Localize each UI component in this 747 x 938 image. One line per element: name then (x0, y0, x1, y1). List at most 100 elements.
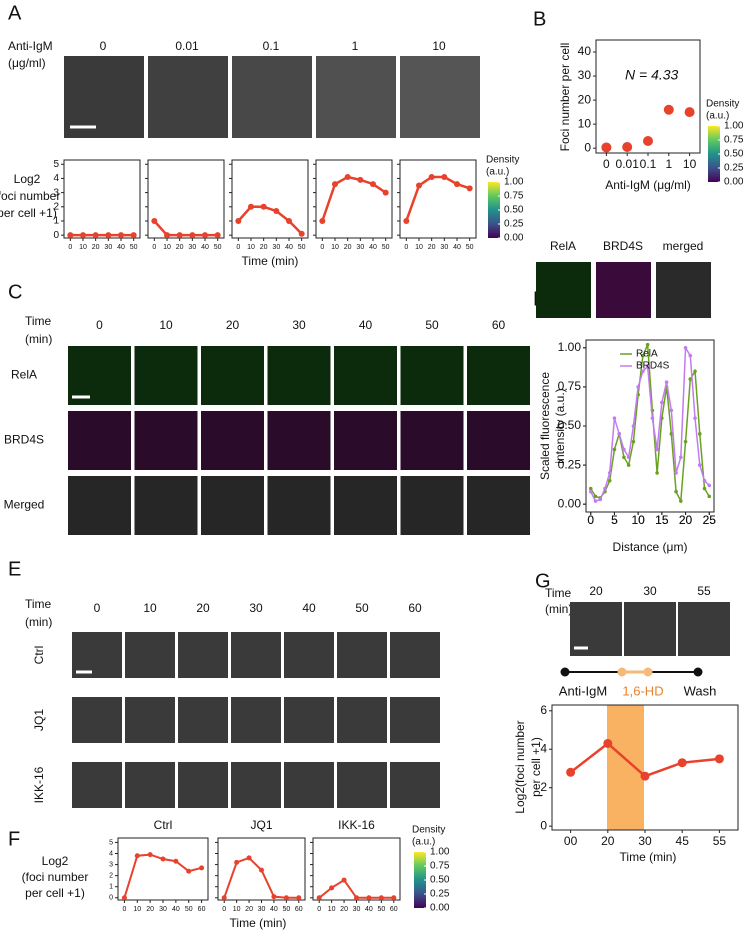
x-tick-label: 10 (631, 513, 645, 527)
colorbar-label: 0.00 (430, 903, 450, 914)
data-point (626, 455, 631, 460)
x-tick-label: 5 (611, 513, 618, 527)
y-axis-label: (foci number (22, 870, 89, 884)
x-axis-label: Anti-IgM (μg/ml) (605, 178, 691, 192)
micrograph (134, 476, 198, 535)
data-point (391, 895, 397, 901)
x-tick-label: 25 (703, 513, 717, 527)
micrograph (68, 346, 131, 405)
y-tick-label: 3 (53, 187, 59, 198)
data-point (660, 400, 664, 405)
data-point (697, 432, 702, 436)
time-label: 60 (492, 318, 506, 332)
data-point (246, 855, 252, 861)
data-point (593, 494, 598, 499)
micrograph (178, 697, 228, 743)
micrograph (201, 346, 264, 405)
y-tick-label: 3 (109, 861, 113, 868)
time-title: Time (545, 586, 572, 600)
x-tick-label: 10 (631, 513, 645, 527)
data-point (693, 369, 697, 374)
x-tick-label: 30 (638, 834, 652, 848)
time-title: (min) (545, 602, 572, 616)
y-axis-label: per cell +1) (25, 886, 85, 900)
x-tick-label: 20 (245, 906, 253, 913)
series-line (237, 205, 303, 235)
micrograph (68, 411, 131, 470)
x-tick-label: 50 (382, 244, 390, 251)
panel-label: E (8, 558, 21, 580)
data-point (382, 189, 389, 196)
colorbar-label: 0.00 (724, 177, 744, 188)
micrograph (72, 762, 122, 808)
y-tick-label: 0 (584, 140, 591, 154)
colorbar (488, 182, 500, 238)
plot-title: IKK-16 (338, 818, 375, 832)
x-tick-label: 20 (344, 244, 352, 251)
data-point (707, 494, 712, 499)
y-tick-label: 4 (540, 741, 547, 755)
data-point (92, 232, 99, 239)
data-point (679, 455, 683, 460)
data-point (683, 439, 688, 444)
plot-title: JQ1 (250, 818, 272, 832)
micrograph (656, 262, 711, 318)
row-label: BRD4S (4, 433, 44, 447)
data-point (316, 895, 322, 901)
y-tick-label: 2 (540, 780, 547, 794)
time-label: 0 (96, 318, 103, 332)
x-tick-label: 20 (260, 244, 268, 251)
data-point (598, 497, 603, 502)
time-label: 20 (226, 318, 240, 332)
micrograph (267, 476, 331, 535)
time-label: 50 (355, 601, 369, 615)
data-point (655, 447, 659, 452)
x-tick-label: 0 (317, 906, 321, 913)
data-point (354, 895, 359, 901)
x-tick-label: 40 (172, 906, 180, 913)
y-tick-label: 0.00 (558, 496, 582, 510)
micrograph (678, 602, 730, 656)
colorbar-label: 1.00 (430, 847, 450, 858)
y-tick-label: 6 (540, 703, 547, 717)
time-label: 20 (196, 601, 210, 615)
data-point (688, 353, 693, 358)
time-label: 60 (408, 601, 422, 615)
data-point (357, 176, 364, 183)
time-label: 20 (589, 584, 603, 598)
data-point (693, 416, 697, 420)
row-title: Anti-IgM (8, 39, 53, 53)
plot-title: Ctrl (154, 818, 173, 832)
y-tick-label: 20 (578, 92, 592, 106)
data-point (593, 499, 598, 503)
data-point (283, 895, 289, 901)
time-label: 0 (94, 601, 101, 615)
x-tick-label: 50 (282, 906, 290, 913)
data-point (173, 858, 179, 864)
data-point (697, 463, 702, 467)
micrograph (134, 346, 198, 405)
data-point (645, 342, 650, 347)
x-tick-label: 5 (611, 513, 618, 527)
data-point (612, 416, 617, 420)
data-point (612, 447, 617, 452)
plot-frame (231, 159, 309, 239)
y-tick-label: 2 (53, 201, 59, 212)
column-header: 1 (352, 39, 359, 53)
colorbar-label: 0.50 (430, 875, 450, 886)
row-label: Merged (4, 498, 45, 512)
time-label: 10 (159, 318, 173, 332)
colorbar-label: 1.00 (724, 121, 744, 132)
micrograph (64, 56, 144, 138)
data-point (134, 853, 140, 859)
micrograph (316, 56, 396, 138)
x-tick-label: 0 (236, 244, 240, 251)
data-point (684, 107, 695, 118)
y-axis-label: (foci number (0, 189, 60, 203)
y-tick-label: 1 (109, 884, 113, 891)
x-tick-label: 40 (270, 906, 278, 913)
micrograph (467, 411, 530, 470)
data-point (214, 232, 221, 239)
data-point (118, 232, 124, 239)
colorbar-label: 0.25 (504, 219, 524, 230)
